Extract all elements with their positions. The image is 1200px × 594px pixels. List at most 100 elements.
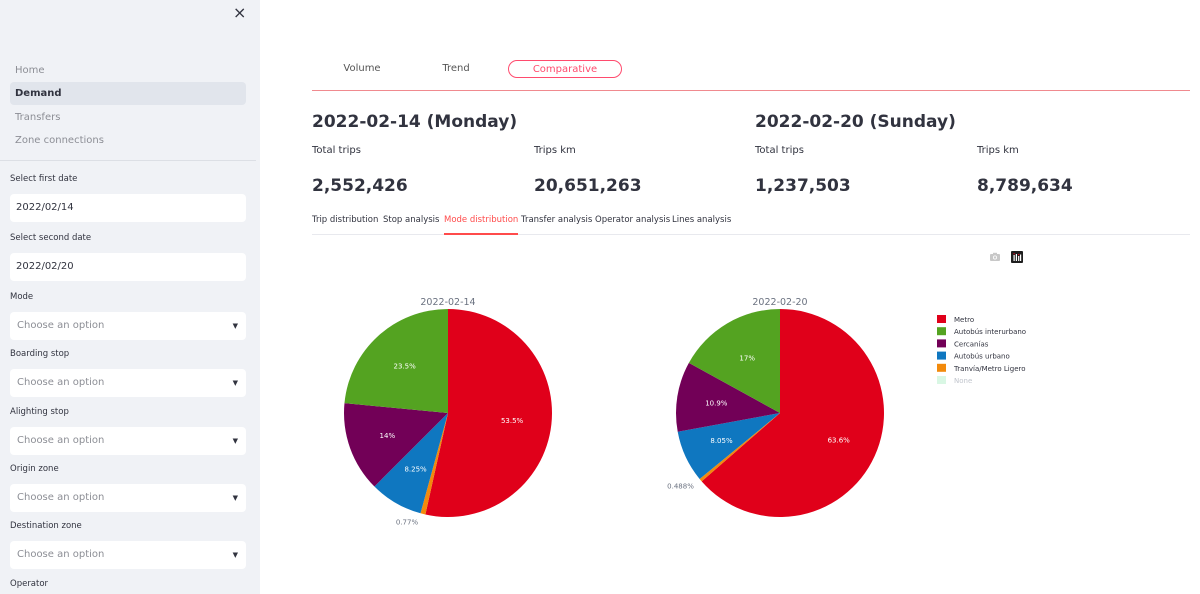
close-sidebar-icon[interactable]: × <box>233 3 247 22</box>
first-date-field: Select first date 2022/02/14 <box>10 174 246 222</box>
boarding-stop-placeholder: Choose an option <box>17 377 105 388</box>
pie-slice-cercanias[interactable] <box>344 403 448 487</box>
first-date-title: 2022-02-14 (Monday) <box>312 112 518 132</box>
mode-label: Mode <box>10 292 34 302</box>
chevron-down-icon: ▼ <box>232 494 238 502</box>
sidebar-item-zone-connections[interactable]: Zone connections <box>15 134 104 146</box>
legend-label: Cercanías <box>954 340 989 348</box>
legend-item-metro[interactable]: Metro <box>937 315 974 324</box>
alighting-stop-label: Alighting stop <box>10 407 69 417</box>
chevron-down-icon: ▼ <box>232 551 238 559</box>
pie-slice-autobus-urbano[interactable] <box>374 413 448 514</box>
legend-swatch <box>937 339 946 348</box>
tab-comparative[interactable]: Comparative <box>508 60 622 78</box>
tab-volume[interactable]: Volume <box>343 63 381 74</box>
analysis-tabs: Trip distribution Stop analysis Mode dis… <box>312 212 1190 235</box>
plotly-logo-icon[interactable] <box>1011 251 1023 263</box>
legend-item-cercanias[interactable]: Cercanías <box>937 339 989 348</box>
legend-swatch <box>937 363 946 372</box>
legend-item-autobus-urbano[interactable]: Autobús urbano <box>937 351 1010 361</box>
pie-title-first-date: 2022-02-14 <box>420 297 475 308</box>
destination-zone-select[interactable]: Choose an option ▼ <box>10 541 246 569</box>
operator-label: Operator <box>10 579 49 589</box>
pie-label-autobus-urbano: 8.05% <box>710 437 733 445</box>
chevron-down-icon: ▼ <box>232 379 238 387</box>
sidebar: × Home Demand Transfers Zone connections… <box>0 0 260 594</box>
sidebar-item-demand[interactable]: Demand <box>10 82 246 106</box>
first-date-input[interactable]: 2022/02/14 <box>10 194 246 222</box>
tab-operator-analysis[interactable]: Operator analysis <box>595 215 671 225</box>
second-date-label: Select second date <box>10 233 92 243</box>
legend-item-tranvia-metro-ligero[interactable]: Tranvía/Metro Ligero <box>937 363 1026 373</box>
tab-trend[interactable]: Trend <box>442 63 470 74</box>
pie-label-cercanias: 10.9% <box>705 400 728 408</box>
pie-label-tranvia-metro-ligero: 0.77% <box>396 519 419 527</box>
pie-slice-cercanias[interactable] <box>676 362 780 432</box>
pie-slice-autobus-interurbano[interactable] <box>688 309 780 413</box>
pie-slice-autobus-urbano[interactable] <box>677 413 780 479</box>
legend-label: None <box>954 377 972 385</box>
origin-zone-select[interactable]: Choose an option ▼ <box>10 484 246 512</box>
pie-chart-second-date: 2022-02-20 63.6% 0.488% 8.05% 10.9% 17% <box>667 297 885 517</box>
pie-label-tranvia-metro-ligero: 0.488% <box>667 482 694 490</box>
legend-label: Autobús urbano <box>954 353 1010 361</box>
boarding-stop-select[interactable]: Choose an option ▼ <box>10 369 246 397</box>
alighting-stop-placeholder: Choose an option <box>17 435 105 446</box>
tab-stop-analysis[interactable]: Stop analysis <box>383 215 440 225</box>
alighting-stop-field: Alighting stop Choose an option ▼ <box>10 407 246 455</box>
pie-slice-metro[interactable] <box>425 309 553 517</box>
origin-zone-placeholder: Choose an option <box>17 492 105 503</box>
destination-zone-label: Destination zone <box>10 521 82 531</box>
destination-zone-placeholder: Choose an option <box>17 549 105 560</box>
boarding-stop-field: Boarding stop Choose an option ▼ <box>10 349 246 397</box>
legend-label: Tranvía/Metro Ligero <box>953 365 1026 373</box>
destination-zone-field: Destination zone Choose an option ▼ <box>10 521 246 569</box>
first-trips-km-label: Trips km <box>534 145 576 156</box>
legend-swatch <box>937 376 946 384</box>
first-date-label: Select first date <box>10 174 78 184</box>
pie-label-metro: 53.5% <box>501 417 524 425</box>
camera-icon[interactable] <box>989 251 1001 263</box>
pie-slice-autobus-interurbano[interactable] <box>344 309 448 413</box>
pie-label-autobus-interurbano: 23.5% <box>393 362 416 370</box>
second-date-input[interactable]: 2022/02/20 <box>10 253 246 281</box>
tab-trip-distribution[interactable]: Trip distribution <box>312 215 379 225</box>
mode-distribution-chart: 2022-02-14 53.5% 0.77% 8.25% 14% 23.5% 2022-… <box>344 297 1026 527</box>
pie-chart-first-date: 2022-02-14 53.5% 0.77% 8.25% 14% 23.5% <box>344 297 553 527</box>
first-trips-km-value: 20,651,263 <box>534 176 642 196</box>
boarding-stop-label: Boarding stop <box>10 349 70 359</box>
second-trips-km-value: 8,789,634 <box>977 176 1073 196</box>
tab-lines-analysis[interactable]: Lines analysis <box>672 215 732 225</box>
origin-zone-label: Origin zone <box>10 464 59 474</box>
legend-label: Autobús interurbano <box>954 328 1026 336</box>
mode-select-placeholder: Choose an option <box>17 320 105 331</box>
tab-transfer-analysis[interactable]: Transfer analysis <box>521 215 593 225</box>
mode-select[interactable]: Choose an option ▼ <box>10 312 246 340</box>
legend-swatch <box>937 351 946 360</box>
pie-label-cercanias: 14% <box>380 432 396 440</box>
chart-legend: Metro Autobús interurbano Cercanías Autobús… <box>937 315 1026 385</box>
sidebar-nav: Home Demand Transfers Zone connections <box>10 59 246 152</box>
top-tabs: Volume Trend Comparative <box>312 58 1190 91</box>
chevron-down-icon: ▼ <box>232 437 238 445</box>
first-total-trips-value: 2,552,426 <box>312 176 408 196</box>
pie-slice-metro[interactable] <box>701 309 885 517</box>
sidebar-item-transfers[interactable]: Transfers <box>15 111 61 123</box>
alighting-stop-select[interactable]: Choose an option ▼ <box>10 427 246 455</box>
chevron-down-icon: ▼ <box>232 322 238 330</box>
legend-swatch <box>937 315 946 323</box>
tab-mode-distribution[interactable]: Mode distribution <box>444 215 519 235</box>
legend-swatch <box>937 327 946 336</box>
main-content: Volume Trend Comparative 2022-02-14 (Mon… <box>260 0 1200 594</box>
operator-field: Operator <box>10 579 246 593</box>
legend-item-autobus-interurbano[interactable]: Autobús interurbano <box>937 327 1026 336</box>
first-total-trips-label: Total trips <box>312 145 361 156</box>
second-total-trips-value: 1,237,503 <box>755 176 851 196</box>
second-total-trips-label: Total trips <box>755 145 804 156</box>
sidebar-item-home[interactable]: Home <box>15 65 45 76</box>
pie-slice-tranvia-metro-ligero[interactable] <box>699 413 780 482</box>
second-trips-km-label: Trips km <box>977 145 1019 156</box>
sidebar-divider <box>0 160 256 161</box>
legend-item-none[interactable]: None <box>937 376 972 385</box>
pie-slice-tranvia-metro-ligero[interactable] <box>420 413 448 515</box>
